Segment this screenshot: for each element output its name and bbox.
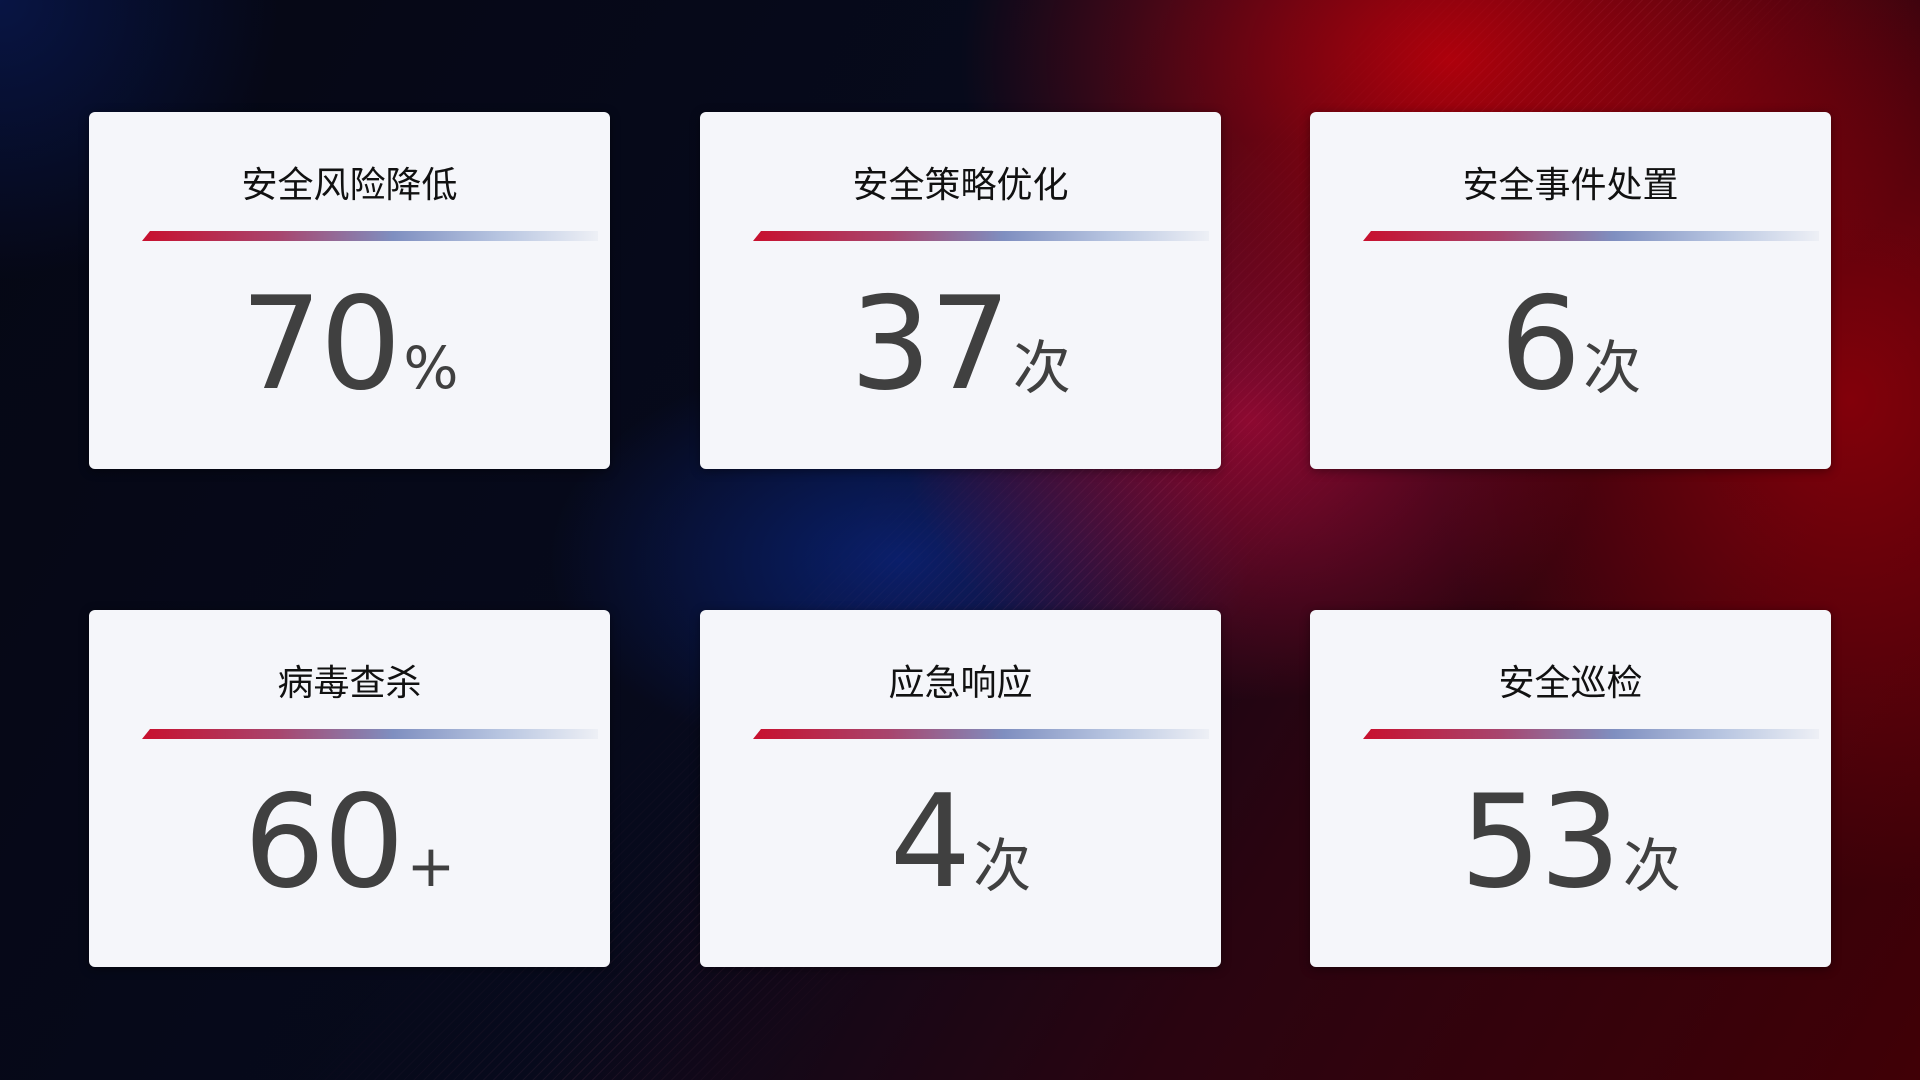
stat-card-virus-removal: 病毒查杀 60+ bbox=[89, 610, 610, 967]
gradient-divider bbox=[753, 231, 1209, 241]
value-number: 4 bbox=[889, 768, 971, 917]
value-unit: + bbox=[406, 832, 456, 900]
card-title: 安全风险降低 bbox=[241, 165, 458, 206]
gradient-divider bbox=[142, 729, 598, 739]
stat-card-emergency-response: 应急响应 4次 bbox=[700, 610, 1221, 967]
card-value: 60+ bbox=[89, 768, 610, 917]
value-number: 60 bbox=[243, 768, 405, 917]
card-value: 4次 bbox=[700, 768, 1221, 917]
stat-card-incident-handling: 安全事件处置 6次 bbox=[1310, 112, 1831, 469]
gradient-divider bbox=[1363, 729, 1819, 739]
value-unit: 次 bbox=[1622, 832, 1681, 900]
value-number: 6 bbox=[1499, 270, 1581, 419]
gradient-divider bbox=[753, 729, 1209, 739]
card-value: 37次 bbox=[700, 270, 1221, 419]
card-title: 安全策略优化 bbox=[852, 165, 1069, 206]
gradient-divider bbox=[142, 231, 598, 241]
card-title: 病毒查杀 bbox=[277, 663, 422, 704]
card-title: 安全事件处置 bbox=[1462, 165, 1679, 206]
card-title: 应急响应 bbox=[888, 663, 1033, 704]
value-unit: % bbox=[403, 334, 459, 402]
value-number: 37 bbox=[850, 270, 1011, 419]
card-value: 6次 bbox=[1310, 270, 1831, 419]
value-number: 53 bbox=[1460, 768, 1621, 917]
card-value: 70% bbox=[89, 270, 610, 419]
card-value: 53次 bbox=[1310, 768, 1831, 917]
stat-card-risk-reduction: 安全风险降低 70% bbox=[89, 112, 610, 469]
card-title: 安全巡检 bbox=[1498, 663, 1643, 704]
value-number: 70 bbox=[240, 270, 402, 419]
value-unit: 次 bbox=[973, 832, 1032, 900]
stat-card-policy-optimization: 安全策略优化 37次 bbox=[700, 112, 1221, 469]
value-unit: 次 bbox=[1583, 334, 1642, 402]
stat-card-security-inspection: 安全巡检 53次 bbox=[1310, 610, 1831, 967]
value-unit: 次 bbox=[1012, 334, 1071, 402]
gradient-divider bbox=[1363, 231, 1819, 241]
